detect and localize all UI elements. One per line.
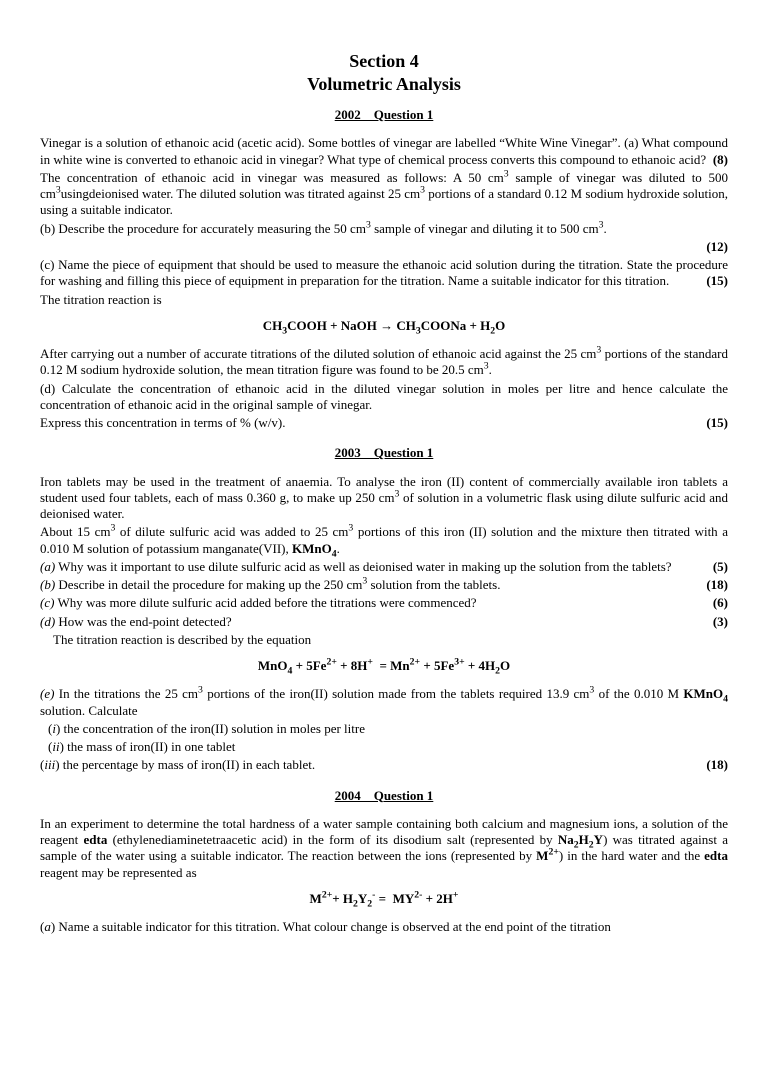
body-text: The titration reaction is <box>40 292 728 308</box>
text: of dilute sulfuric acid was added to 25 … <box>115 524 348 539</box>
body-text: (c) Name the piece of equipment that sho… <box>40 257 728 290</box>
question-header-2002: 2002 Question 1 <box>40 107 728 123</box>
marks: (18) <box>706 577 728 593</box>
text: (c) Name the piece of equipment that sho… <box>40 257 728 288</box>
body-text: (a) Name a suitable indicator for this t… <box>40 919 728 935</box>
text: Express this concentration in terms of %… <box>40 415 286 430</box>
body-text: After carrying out a number of accurate … <box>40 346 728 379</box>
body-text: (e) In the titrations the 25 cm3 portion… <box>40 686 728 719</box>
text: (a) Name a suitable indicator for this t… <box>40 919 611 934</box>
marks: (5) <box>713 559 728 575</box>
question-header-2004: 2004 Question 1 <box>40 788 728 804</box>
text: About 15 cm <box>40 524 111 539</box>
marks: (15) <box>706 415 728 431</box>
question-header-2003: 2003 Question 1 <box>40 445 728 461</box>
text: Na <box>558 832 574 847</box>
body-text: Iron tablets may be used in the treatmen… <box>40 474 728 523</box>
text: Y <box>594 832 603 847</box>
text: (d) How was the end-point detected? <box>40 614 232 629</box>
equation: CH3COOH + NaOH → CH3COONa + H2O <box>40 318 728 334</box>
eq-part: CH <box>263 318 283 333</box>
equation: MnO4 + 5Fe2+ + 8H+ = Mn2+ + 5Fe3+ + 4H2O <box>40 658 728 674</box>
body-text: The titration reaction is described by t… <box>40 632 728 648</box>
body-text: Vinegar is a solution of ethanoic acid (… <box>40 135 728 168</box>
body-text: (c) Why was more dilute sulfuric acid ad… <box>40 595 728 611</box>
marks: (3) <box>713 614 728 630</box>
text: (b) Describe in detail the procedure for… <box>40 577 500 592</box>
text: edta <box>704 848 728 863</box>
sub-item: (i) the concentration of the iron(II) so… <box>40 721 728 737</box>
text: (i) the concentration of the iron(II) so… <box>48 721 365 736</box>
text: (c) Why was more dilute sulfuric acid ad… <box>40 595 477 610</box>
section-title: Section 4 <box>40 50 728 73</box>
text: (iii) the percentage by mass of iron(II)… <box>40 757 315 772</box>
body-text: Express this concentration in terms of %… <box>40 415 728 431</box>
body-text: (a) Why was it important to use dilute s… <box>40 559 728 575</box>
marks: (15) <box>706 273 728 289</box>
body-text: (b) Describe in detail the procedure for… <box>40 577 728 593</box>
text: (ethylenediaminetetraacetic acid) in the… <box>107 832 558 847</box>
text: (e) In the titrations the 25 cm3 portion… <box>40 686 728 717</box>
text: (ii) the mass of iron(II) in one tablet <box>48 739 235 754</box>
text: sample of vinegar and diluting it to 500… <box>371 221 599 236</box>
text: After carrying out a number of accurate … <box>40 346 596 361</box>
marks: (6) <box>713 595 728 611</box>
body-text: (b) Describe the procedure for accuratel… <box>40 221 728 237</box>
body-text: (12) <box>40 239 728 255</box>
eq-part: COOH + NaOH → CH <box>287 318 416 333</box>
text: . <box>489 362 492 377</box>
text: (b) Describe the procedure for accuratel… <box>40 221 366 236</box>
equation: M2++ H2Y2- = MY2- + 2H+ <box>40 891 728 907</box>
text: The concentration of ethanoic acid in vi… <box>40 170 504 185</box>
eq-part: COONa + H <box>421 318 491 333</box>
text: H <box>579 832 589 847</box>
marks: (12) <box>706 239 728 255</box>
body-text: (d) How was the end-point detected? (3) <box>40 614 728 630</box>
text: ) in the hard water and the <box>559 848 704 863</box>
marks: (8) <box>713 152 728 168</box>
text: . <box>337 541 340 556</box>
text: usingdeionised water. The diluted soluti… <box>61 186 420 201</box>
body-text: About 15 cm3 of dilute sulfuric acid was… <box>40 524 728 557</box>
sub-item: (ii) the mass of iron(II) in one tablet <box>40 739 728 755</box>
text: . <box>604 221 607 236</box>
text: M <box>536 848 548 863</box>
text: (a) Why was it important to use dilute s… <box>40 559 672 574</box>
eq-part: O <box>495 318 505 333</box>
marks: (18) <box>706 757 728 773</box>
body-text: (d) Calculate the concentration of ethan… <box>40 381 728 414</box>
text: reagent may be represented as <box>40 865 197 880</box>
body-text: The concentration of ethanoic acid in vi… <box>40 170 728 219</box>
text: Vinegar is a solution of ethanoic acid (… <box>40 135 728 166</box>
body-text: In an experiment to determine the total … <box>40 816 728 881</box>
sub-item: (iii) the percentage by mass of iron(II)… <box>40 757 728 773</box>
topic-title: Volumetric Analysis <box>40 73 728 96</box>
text: KMnO <box>292 541 332 556</box>
text: edta <box>84 832 108 847</box>
